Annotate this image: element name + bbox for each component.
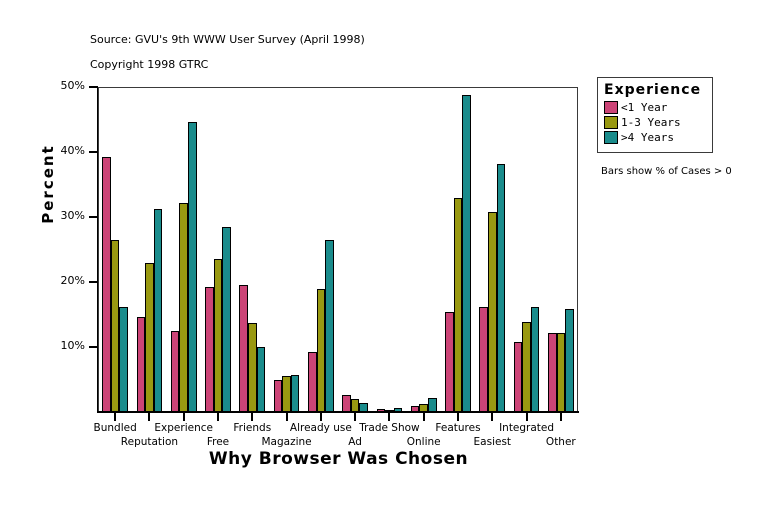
bar (496, 164, 506, 412)
x-axis-title: Why Browser Was Chosen (208, 449, 469, 469)
y-axis-tick-label: 40% (60, 144, 85, 157)
bar (247, 322, 257, 412)
bar (282, 376, 291, 412)
y-axis-tick (89, 346, 98, 348)
x-axis-category-label: Easiest (473, 436, 512, 448)
legend-entry-label: <1 Year (621, 101, 668, 114)
x-axis-tick (354, 413, 357, 421)
legend-swatch-icon (604, 131, 618, 144)
bar (205, 286, 214, 412)
bar (256, 347, 266, 412)
y-axis-tick (89, 281, 98, 283)
bar (462, 94, 471, 412)
legend-entry-label: 1-3 Years (621, 116, 681, 129)
legend-entry: >4 Years (604, 131, 706, 144)
legend-entry: 1-3 Years (604, 116, 706, 129)
y-axis-tick-label: 20% (60, 274, 85, 287)
bar (273, 379, 283, 412)
x-axis-tick (491, 413, 494, 421)
bar (479, 307, 488, 412)
legend-swatch-icon (604, 101, 618, 114)
y-axis-tick (89, 86, 98, 88)
bar (513, 341, 523, 412)
x-axis-line (98, 411, 579, 413)
bar (136, 317, 146, 412)
x-axis-category-label: Trade Show (359, 422, 420, 434)
x-axis-category-label: Friends (233, 422, 272, 434)
x-axis-tick (559, 413, 562, 421)
copyright-caption: Copyright 1998 GTRC (90, 58, 209, 71)
bar (453, 197, 463, 412)
source-caption: Source: GVU's 9th WWW User Survey (April… (90, 33, 365, 46)
bar (565, 308, 574, 412)
x-axis-category-label: Free (206, 436, 230, 448)
plot-area (98, 87, 578, 412)
y-axis-tick-label: 10% (60, 339, 85, 352)
bar (522, 322, 531, 412)
bar (188, 122, 197, 412)
bar (153, 208, 163, 412)
bar (170, 331, 180, 412)
bar (179, 203, 188, 412)
x-axis-category-label: Magazine (261, 436, 312, 448)
y-axis-title: Percent (39, 144, 57, 224)
bar (547, 333, 557, 412)
bar (119, 306, 129, 412)
bar (316, 289, 326, 412)
x-axis-tick (148, 413, 151, 421)
bar (556, 333, 566, 412)
x-axis-tick (422, 413, 425, 421)
bar (530, 306, 540, 412)
x-axis-tick (525, 413, 528, 421)
x-axis-tick (182, 413, 185, 421)
legend-box: Experience <1 Year 1-3 Years >4 Years (597, 77, 713, 153)
bar (487, 211, 497, 412)
x-axis-tick (319, 413, 322, 421)
legend-swatch-icon (604, 116, 618, 129)
x-axis-category-label: Integrated (499, 422, 555, 434)
x-axis-category-label: Other (545, 436, 576, 448)
y-axis-tick (89, 151, 98, 153)
y-axis-tick (89, 216, 98, 218)
x-axis-category-label: Experience (154, 422, 213, 434)
x-axis-category-label: Features (435, 422, 481, 434)
x-axis-category-label: Ad (348, 436, 362, 448)
bar (145, 262, 154, 412)
bar (445, 311, 454, 412)
x-axis-category-label: Bundled (93, 422, 137, 434)
x-axis-category-label: Already use (289, 422, 352, 434)
bar (222, 227, 231, 412)
x-axis-category-label: Online (406, 436, 441, 448)
x-axis-category-label: Reputation (120, 436, 179, 448)
bar (428, 397, 437, 412)
x-axis-tick (251, 413, 254, 421)
legend-entry-label: >4 Years (621, 131, 674, 144)
legend-title: Experience (604, 82, 702, 98)
x-axis-tick (285, 413, 288, 421)
bar (110, 240, 120, 412)
bar (307, 352, 317, 412)
bar (213, 258, 223, 412)
legend-note: Bars show % of Cases > 0 (601, 166, 732, 177)
y-axis-tick-label: 50% (60, 79, 85, 92)
y-axis-tick-label: 30% (60, 209, 85, 222)
bar (102, 156, 111, 412)
bar (325, 240, 334, 412)
legend-entries: <1 Year 1-3 Years >4 Years (604, 101, 706, 144)
x-axis-tick (388, 413, 391, 421)
legend-entry: <1 Year (604, 101, 706, 114)
x-axis-tick (457, 413, 459, 421)
x-axis-tick (114, 413, 117, 421)
bar (290, 374, 300, 412)
bar (342, 395, 351, 412)
bar (239, 285, 248, 412)
x-axis-tick (217, 413, 219, 421)
